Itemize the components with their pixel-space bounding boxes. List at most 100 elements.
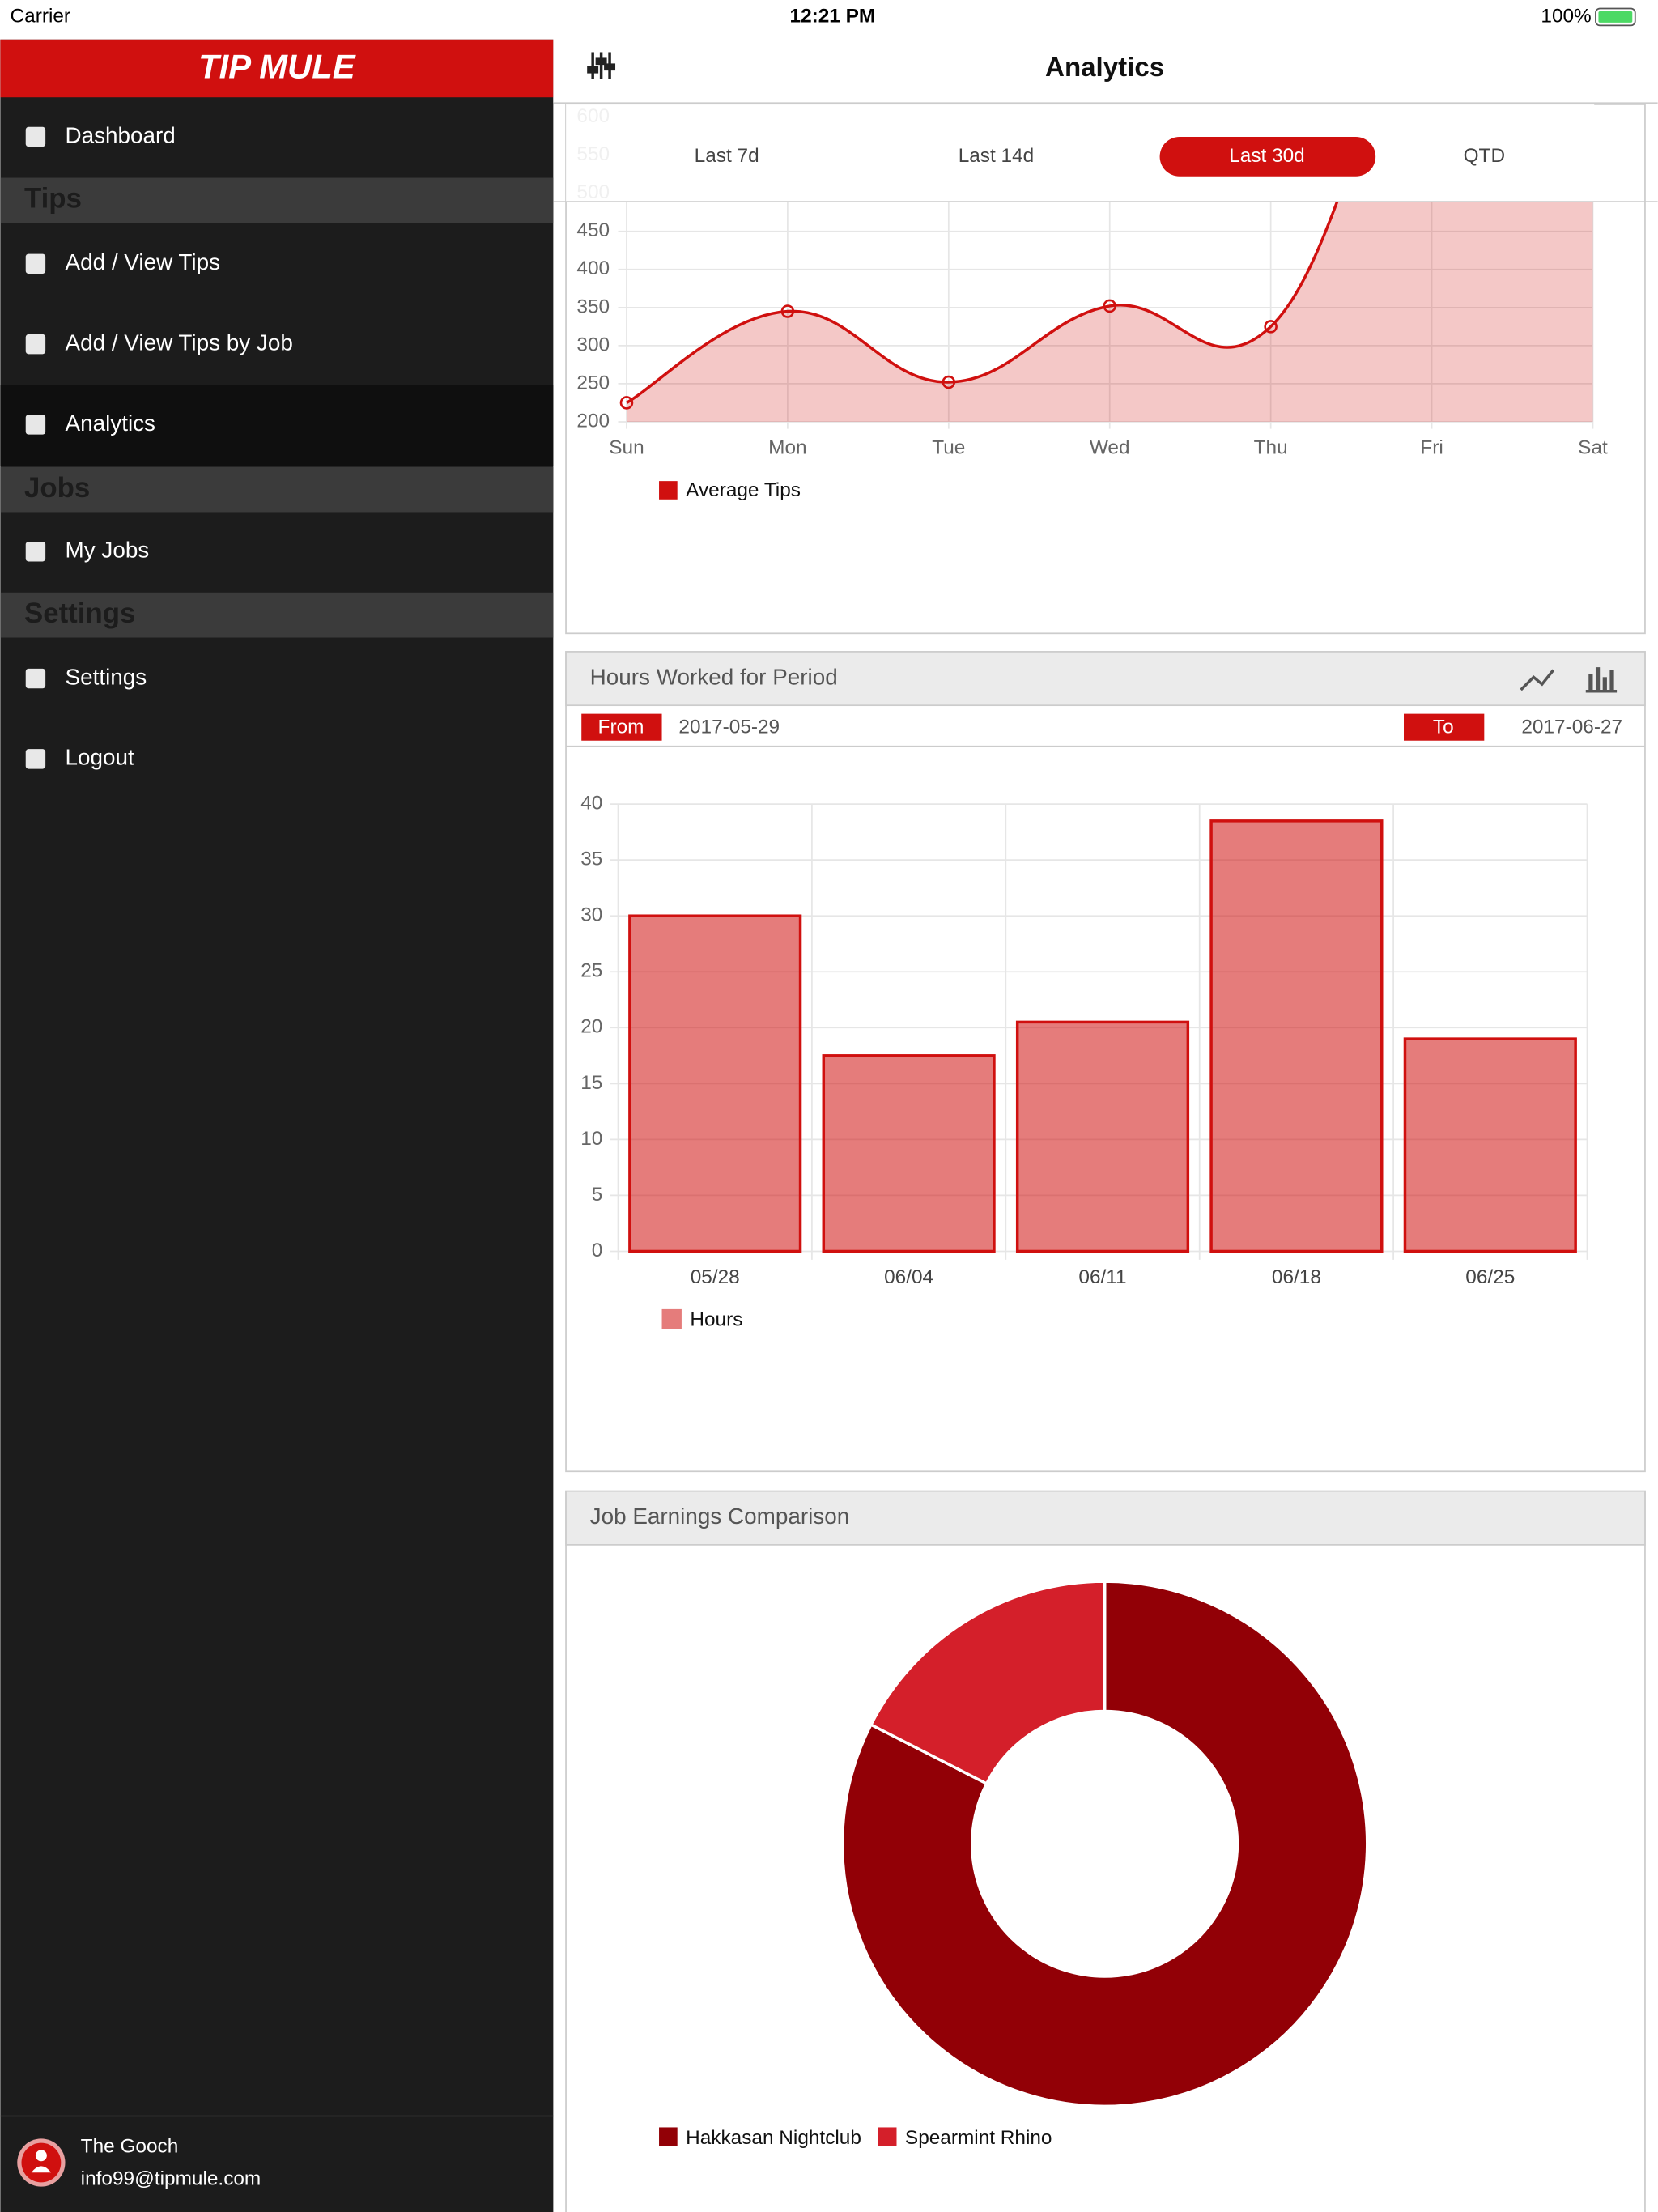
y-tick-label: 15 [580, 1072, 602, 1094]
clock: 12:21 PM [790, 5, 876, 27]
legend-swatch [659, 2127, 678, 2146]
x-tick-label: 06/25 [1465, 1266, 1515, 1288]
menu-item[interactable]: Add / View Tips by Job [66, 330, 293, 355]
from-label: From [598, 716, 644, 738]
legend-label: Hours [690, 1308, 742, 1330]
avatar-body [31, 2166, 52, 2173]
menu-item[interactable]: Logout [66, 745, 134, 770]
logo-bar [0, 39, 554, 98]
tab-selected[interactable] [1159, 137, 1376, 177]
x-tick-label: Tue [932, 437, 965, 459]
menu-icon[interactable] [25, 542, 46, 562]
legend-swatch [878, 2127, 897, 2146]
legend-label: Average Tips [686, 479, 801, 501]
x-tick-label: 06/04 [884, 1266, 933, 1288]
filter-button[interactable] [587, 52, 616, 79]
y-tick-label: 35 [580, 849, 602, 870]
menu-item[interactable]: My Jobs [66, 538, 150, 563]
y-tick-label: 400 [576, 257, 610, 279]
bar [822, 1054, 996, 1253]
bar [1015, 1020, 1190, 1253]
to-label: To [1433, 716, 1454, 738]
battery-level: 100% [1541, 5, 1591, 27]
x-tick-label: 06/18 [1272, 1266, 1321, 1288]
menu-item[interactable]: Analytics [66, 410, 155, 436]
point [1426, 0, 1438, 8]
menu-icon[interactable] [25, 749, 46, 769]
menu-icon[interactable] [25, 415, 46, 435]
x-tick-label: Mon [768, 437, 806, 459]
battery-fill [1598, 11, 1633, 23]
y-tick-label: 25 [580, 960, 602, 982]
user-email: info99@tipmule.com [81, 2167, 261, 2189]
tab-bar [566, 104, 1595, 202]
point [942, 375, 956, 389]
earnings-panel-header [565, 1490, 1646, 1546]
x-tick-label: Fri [1420, 437, 1443, 459]
from-badge[interactable] [581, 713, 662, 741]
section-label: Settings [24, 598, 135, 629]
menu-item[interactable]: Add / View Tips [66, 249, 221, 274]
bar [1403, 1037, 1577, 1253]
section-header [0, 466, 554, 513]
menu-icon[interactable] [25, 126, 46, 147]
battery-icon [1595, 7, 1636, 27]
tab[interactable]: Last 14d [959, 145, 1035, 167]
x-tick-label: 05/28 [691, 1266, 740, 1288]
y-tick-label: 20 [580, 1016, 602, 1038]
x-tick-label: Sun [609, 437, 644, 459]
menu-icon[interactable] [25, 253, 46, 274]
section-label: Tips [24, 183, 82, 215]
carrier: Carrier [11, 5, 70, 27]
tab[interactable]: Last 30d [1229, 145, 1305, 167]
point [1103, 299, 1117, 313]
x-tick-label: Sat [1578, 437, 1608, 459]
x-tick-label: 06/11 [1078, 1266, 1126, 1288]
y-tick-label: 30 [580, 904, 602, 926]
slice [869, 1580, 1107, 1786]
tab[interactable]: Last 7d [695, 145, 759, 167]
hours-panel-header [565, 651, 1646, 707]
y-tick-label: 0 [592, 1240, 603, 1261]
to-badge[interactable] [1404, 713, 1485, 741]
logo: TIP MULE [198, 47, 356, 85]
y-tick-label: 450 [576, 219, 610, 241]
line [626, 202, 1339, 404]
y-tick-label: 40 [580, 793, 602, 815]
bar [628, 914, 802, 1253]
bar-view-button[interactable] [1585, 667, 1618, 693]
point [619, 396, 634, 410]
x-tick-label: Thu [1254, 437, 1288, 459]
point [1264, 320, 1278, 334]
section-label: Jobs [24, 472, 90, 504]
menu: Dashboard Tips Add / View Tips Add / View T… [0, 122, 554, 770]
legend-label: Hakkasan Nightclub [686, 2127, 861, 2149]
section-header [0, 177, 554, 223]
legend-swatch [661, 1308, 682, 1329]
bar [1209, 819, 1384, 1253]
to-date[interactable]: 2017-06-27 [1521, 716, 1622, 738]
avatar-head [35, 2150, 47, 2162]
y-tick-label: 5 [592, 1184, 603, 1206]
y-tick-label: 250 [576, 372, 610, 393]
tab[interactable]: QTD [1464, 145, 1505, 167]
section-header [0, 592, 554, 638]
menu-item[interactable]: Dashboard [66, 122, 176, 147]
active-highlight [0, 385, 554, 466]
menu-icon[interactable] [25, 334, 46, 355]
tabs: Last 7d Last 14d Last 30d QTD [695, 137, 1505, 177]
point [780, 304, 795, 318]
menu-icon[interactable] [25, 668, 46, 689]
earnings-title: Job Earnings Comparison [590, 1504, 850, 1529]
legend-label: Spearmint Rhino [905, 2127, 1052, 2149]
line-chart: 200250300350400450500550600SunMonTueWedT… [576, 0, 1608, 501]
y-tick-label: 10 [580, 1128, 602, 1150]
menu-item[interactable]: Settings [66, 664, 147, 689]
from-date[interactable]: 2017-05-29 [678, 716, 780, 738]
page-title: Analytics [1045, 53, 1164, 83]
avatar-inner [21, 2142, 62, 2183]
legend-swatch [659, 481, 678, 500]
x-tick-label: Wed [1090, 437, 1130, 459]
line-view-button[interactable] [1520, 669, 1555, 691]
